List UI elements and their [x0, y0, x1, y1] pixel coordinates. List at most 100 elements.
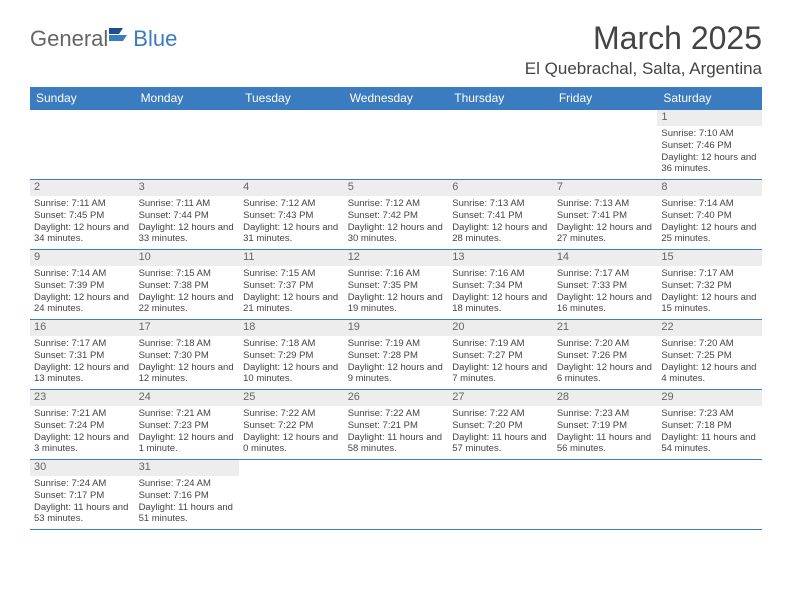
- calendar-day-cell: 9Sunrise: 7:14 AMSunset: 7:39 PMDaylight…: [30, 250, 135, 320]
- sunrise-label: Sunrise: 7:10 AM: [661, 128, 758, 140]
- day-number: [553, 110, 658, 126]
- day-number: 3: [135, 180, 240, 196]
- calendar-day-cell: [344, 460, 449, 530]
- calendar-day-cell: [448, 460, 553, 530]
- calendar-day-cell: 22Sunrise: 7:20 AMSunset: 7:25 PMDayligh…: [657, 320, 762, 390]
- weekday-header: Sunday: [30, 87, 135, 110]
- day-number: 12: [344, 250, 449, 266]
- calendar-day-cell: 11Sunrise: 7:15 AMSunset: 7:37 PMDayligh…: [239, 250, 344, 320]
- sunrise-label: Sunrise: 7:13 AM: [557, 198, 654, 210]
- calendar-day-cell: 16Sunrise: 7:17 AMSunset: 7:31 PMDayligh…: [30, 320, 135, 390]
- daylight-label: Daylight: 12 hours and 4 minutes.: [661, 362, 758, 386]
- sunset-label: Sunset: 7:40 PM: [661, 210, 758, 222]
- sunrise-label: Sunrise: 7:22 AM: [348, 408, 445, 420]
- daylight-label: Daylight: 12 hours and 36 minutes.: [661, 152, 758, 176]
- sunset-label: Sunset: 7:19 PM: [557, 420, 654, 432]
- daylight-label: Daylight: 12 hours and 28 minutes.: [452, 222, 549, 246]
- daylight-label: Daylight: 12 hours and 34 minutes.: [34, 222, 131, 246]
- sunset-label: Sunset: 7:30 PM: [139, 350, 236, 362]
- sunrise-label: Sunrise: 7:24 AM: [34, 478, 131, 490]
- calendar-day-cell: [135, 110, 240, 180]
- calendar-day-cell: 7 Sunrise: 7:13 AMSunset: 7:41 PMDaylight…: [553, 180, 658, 250]
- sunrise-label: Sunrise: 7:11 AM: [34, 198, 131, 210]
- day-number: 23: [30, 390, 135, 406]
- day-number: [344, 110, 449, 126]
- weekday-header: Tuesday: [239, 87, 344, 110]
- daylight-label: Daylight: 11 hours and 57 minutes.: [452, 432, 549, 456]
- sunset-label: Sunset: 7:44 PM: [139, 210, 236, 222]
- sunset-label: Sunset: 7:24 PM: [34, 420, 131, 432]
- day-number: 27: [448, 390, 553, 406]
- daylight-label: Daylight: 11 hours and 54 minutes.: [661, 432, 758, 456]
- location-label: El Quebrachal, Salta, Argentina: [525, 59, 762, 79]
- sunrise-label: Sunrise: 7:14 AM: [661, 198, 758, 210]
- day-number: 14: [553, 250, 658, 266]
- day-number: 15: [657, 250, 762, 266]
- day-number: 4: [239, 180, 344, 196]
- sunset-label: Sunset: 7:42 PM: [348, 210, 445, 222]
- sunrise-label: Sunrise: 7:22 AM: [243, 408, 340, 420]
- daylight-label: Daylight: 12 hours and 1 minute.: [139, 432, 236, 456]
- daylight-label: Daylight: 11 hours and 51 minutes.: [139, 502, 236, 526]
- sunrise-label: Sunrise: 7:18 AM: [139, 338, 236, 350]
- daylight-label: Daylight: 12 hours and 0 minutes.: [243, 432, 340, 456]
- sunrise-label: Sunrise: 7:21 AM: [139, 408, 236, 420]
- brand-part2: Blue: [133, 26, 177, 52]
- weekday-header: Wednesday: [344, 87, 449, 110]
- sunrise-label: Sunrise: 7:13 AM: [452, 198, 549, 210]
- calendar-day-cell: 13Sunrise: 7:16 AMSunset: 7:34 PMDayligh…: [448, 250, 553, 320]
- daylight-label: Daylight: 11 hours and 58 minutes.: [348, 432, 445, 456]
- sunset-label: Sunset: 7:17 PM: [34, 490, 131, 502]
- sunset-label: Sunset: 7:25 PM: [661, 350, 758, 362]
- day-number: 20: [448, 320, 553, 336]
- day-number: 30: [30, 460, 135, 476]
- sunset-label: Sunset: 7:33 PM: [557, 280, 654, 292]
- calendar-week-row: 2Sunrise: 7:11 AMSunset: 7:45 PMDaylight…: [30, 180, 762, 250]
- daylight-label: Daylight: 11 hours and 53 minutes.: [34, 502, 131, 526]
- calendar-week-row: 9Sunrise: 7:14 AMSunset: 7:39 PMDaylight…: [30, 250, 762, 320]
- sunrise-label: Sunrise: 7:20 AM: [557, 338, 654, 350]
- day-number: 7: [553, 180, 658, 196]
- day-number: 13: [448, 250, 553, 266]
- brand-logo: General Blue: [30, 26, 177, 52]
- day-number: [239, 460, 344, 476]
- calendar-day-cell: 26Sunrise: 7:22 AMSunset: 7:21 PMDayligh…: [344, 390, 449, 460]
- day-number: 29: [657, 390, 762, 406]
- daylight-label: Daylight: 12 hours and 12 minutes.: [139, 362, 236, 386]
- day-number: 9: [30, 250, 135, 266]
- calendar-day-cell: 19Sunrise: 7:19 AMSunset: 7:28 PMDayligh…: [344, 320, 449, 390]
- calendar-day-cell: [239, 110, 344, 180]
- calendar-day-cell: 30 Sunrise: 7:24 AMSunset: 7:17 PMDayligh…: [30, 460, 135, 530]
- sunset-label: Sunset: 7:31 PM: [34, 350, 131, 362]
- calendar-day-cell: 5Sunrise: 7:12 AMSunset: 7:42 PMDaylight…: [344, 180, 449, 250]
- calendar-day-cell: 21Sunrise: 7:20 AMSunset: 7:26 PMDayligh…: [553, 320, 658, 390]
- weekday-header: Thursday: [448, 87, 553, 110]
- sunrise-label: Sunrise: 7:12 AM: [348, 198, 445, 210]
- sunrise-label: Sunrise: 7:23 AM: [557, 408, 654, 420]
- day-number: 28: [553, 390, 658, 406]
- calendar-day-cell: 27Sunrise: 7:22 AMSunset: 7:20 PMDayligh…: [448, 390, 553, 460]
- sunrise-label: Sunrise: 7:11 AM: [139, 198, 236, 210]
- day-number: 10: [135, 250, 240, 266]
- daylight-label: Daylight: 12 hours and 22 minutes.: [139, 292, 236, 316]
- daylight-label: Daylight: 12 hours and 27 minutes.: [557, 222, 654, 246]
- sunset-label: Sunset: 7:26 PM: [557, 350, 654, 362]
- sunset-label: Sunset: 7:46 PM: [661, 140, 758, 152]
- day-number: [344, 460, 449, 476]
- sunset-label: Sunset: 7:41 PM: [557, 210, 654, 222]
- sunrise-label: Sunrise: 7:24 AM: [139, 478, 236, 490]
- calendar-day-cell: 6Sunrise: 7:13 AMSunset: 7:41 PMDaylight…: [448, 180, 553, 250]
- sunrise-label: Sunrise: 7:17 AM: [661, 268, 758, 280]
- daylight-label: Daylight: 12 hours and 31 minutes.: [243, 222, 340, 246]
- sunrise-label: Sunrise: 7:19 AM: [348, 338, 445, 350]
- day-number: [448, 460, 553, 476]
- daylight-label: Daylight: 12 hours and 30 minutes.: [348, 222, 445, 246]
- calendar-week-row: 23 Sunrise: 7:21 AM Sunset: 7:24 PM Dayligh…: [30, 390, 762, 460]
- sunrise-label: Sunrise: 7:16 AM: [348, 268, 445, 280]
- daylight-label: Daylight: 12 hours and 16 minutes.: [557, 292, 654, 316]
- daylight-label: Daylight: 12 hours and 19 minutes.: [348, 292, 445, 316]
- daylight-label: Daylight: 12 hours and 24 minutes.: [34, 292, 131, 316]
- sunset-label: Sunset: 7:32 PM: [661, 280, 758, 292]
- sunset-label: Sunset: 7:21 PM: [348, 420, 445, 432]
- weekday-header: Friday: [553, 87, 658, 110]
